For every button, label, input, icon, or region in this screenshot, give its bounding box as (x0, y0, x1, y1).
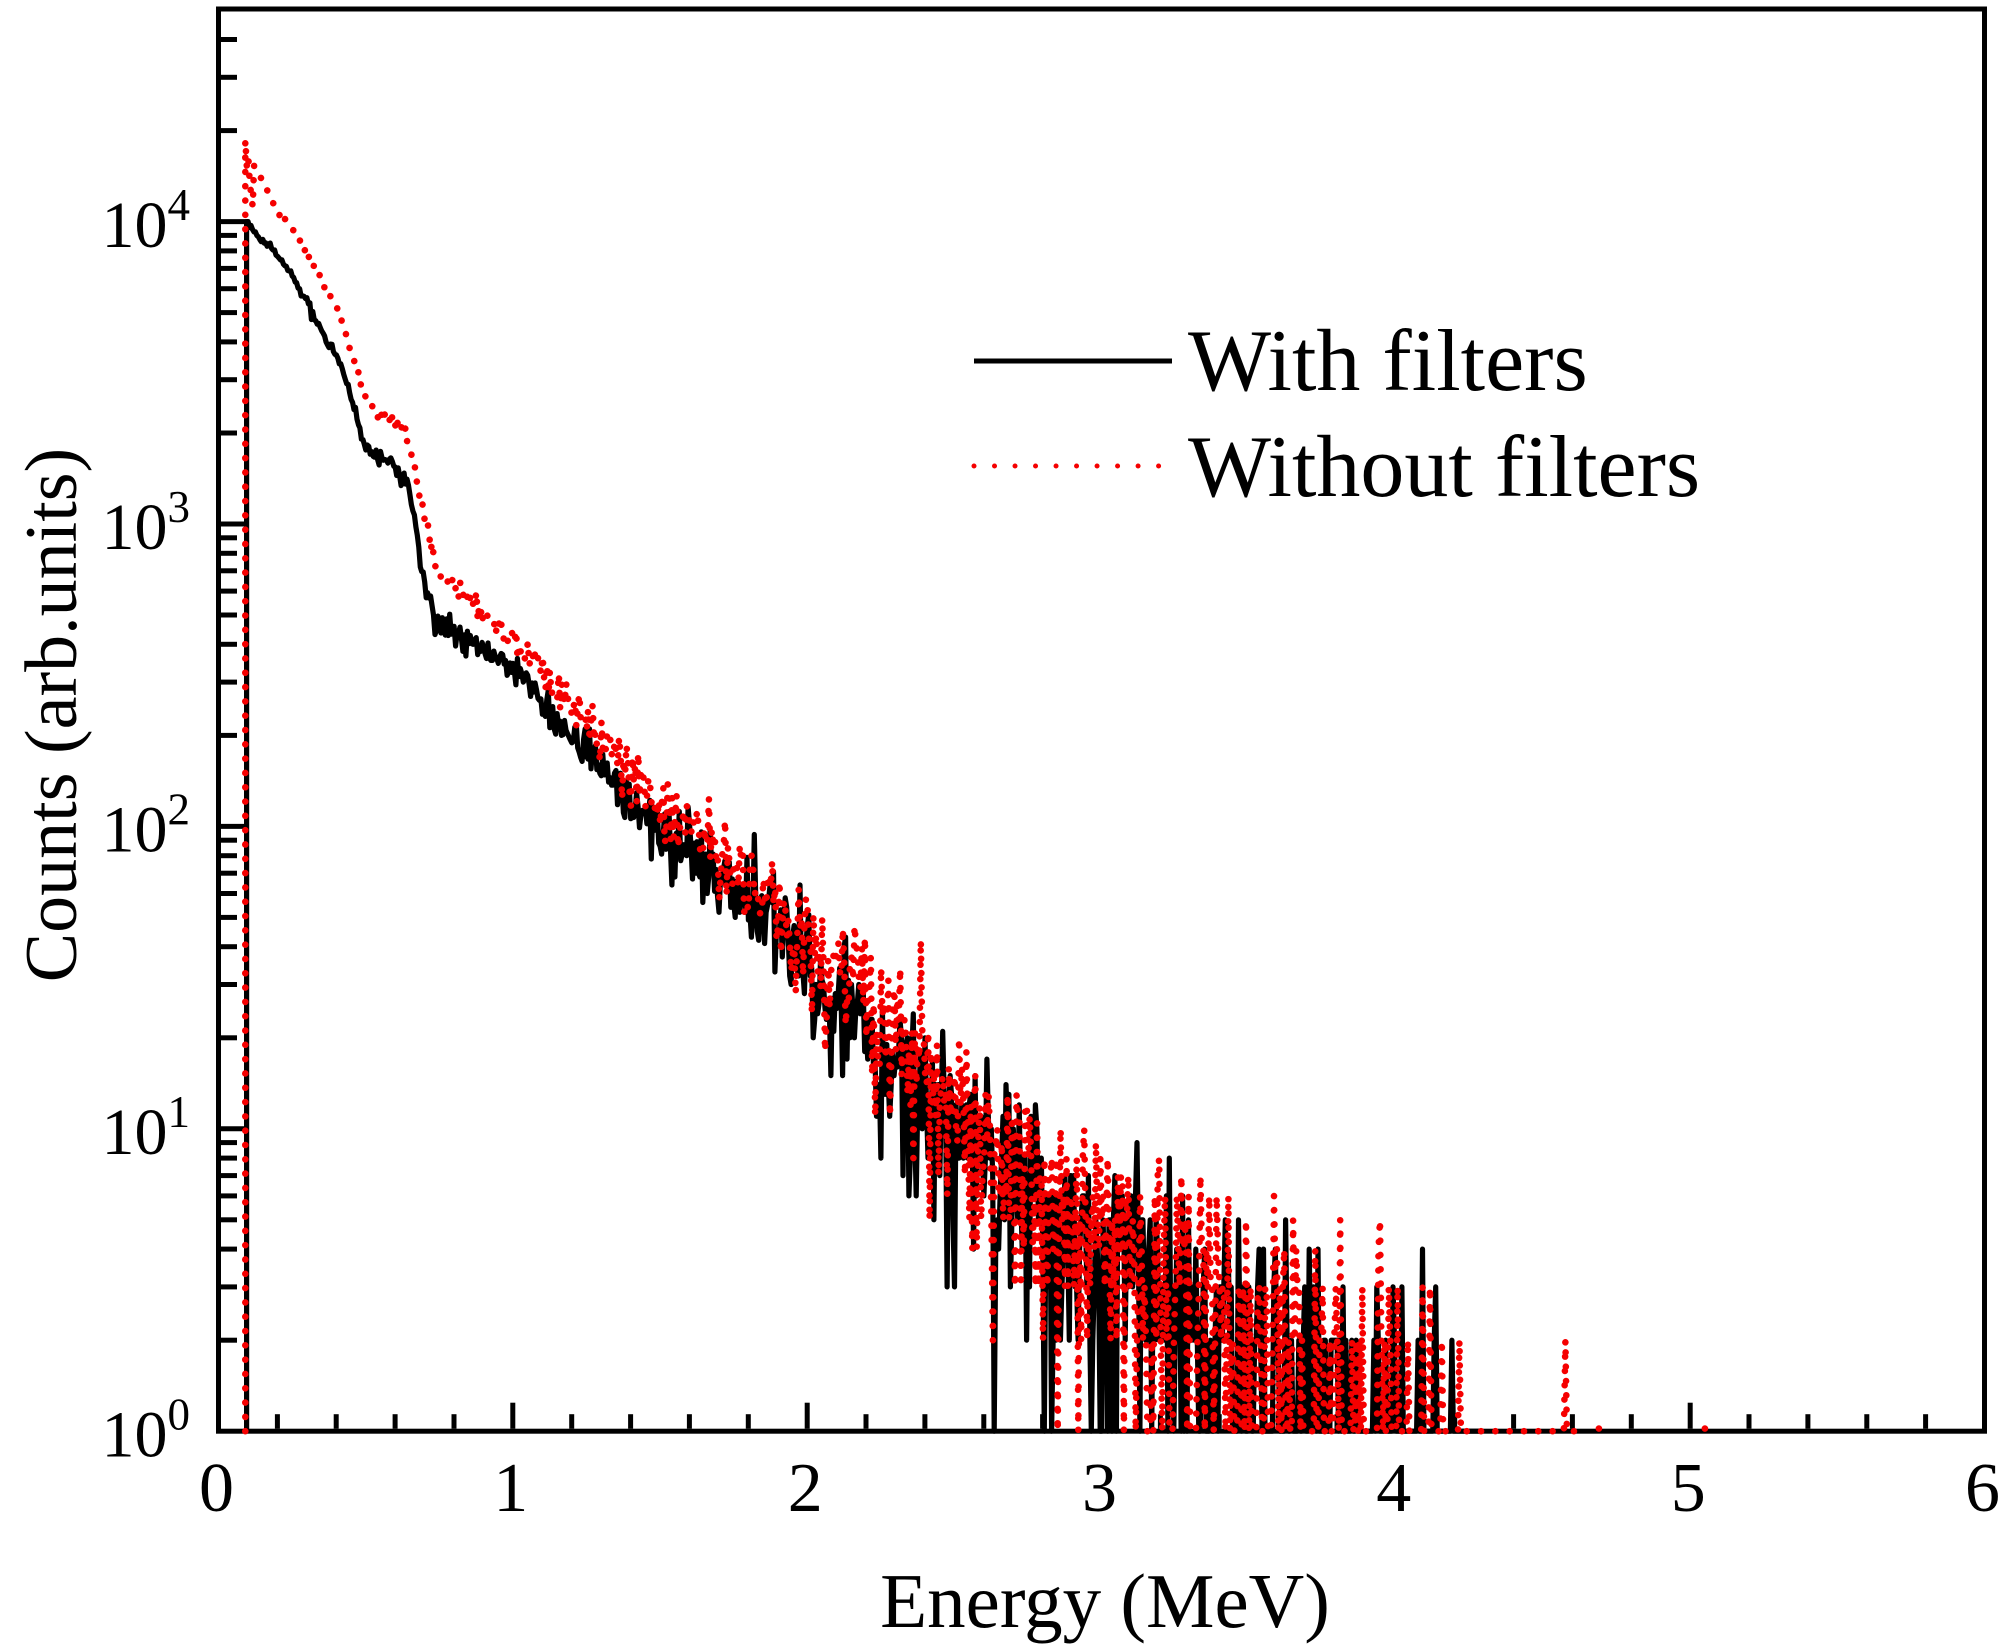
svg-text:5: 5 (1671, 1450, 1706, 1527)
svg-text:Counts (arb.units): Counts (arb.units) (11, 448, 93, 982)
svg-text:With filters: With filters (1188, 313, 1588, 410)
svg-text:3: 3 (1082, 1450, 1117, 1527)
svg-text:1: 1 (493, 1450, 528, 1527)
svg-text:Energy (MeV): Energy (MeV) (880, 1558, 1330, 1644)
svg-text:2: 2 (788, 1450, 823, 1527)
svg-text:Without filters: Without filters (1188, 419, 1700, 516)
svg-text:4: 4 (1376, 1450, 1411, 1527)
svg-text:6: 6 (1965, 1450, 2000, 1527)
svg-text:0: 0 (199, 1450, 234, 1527)
